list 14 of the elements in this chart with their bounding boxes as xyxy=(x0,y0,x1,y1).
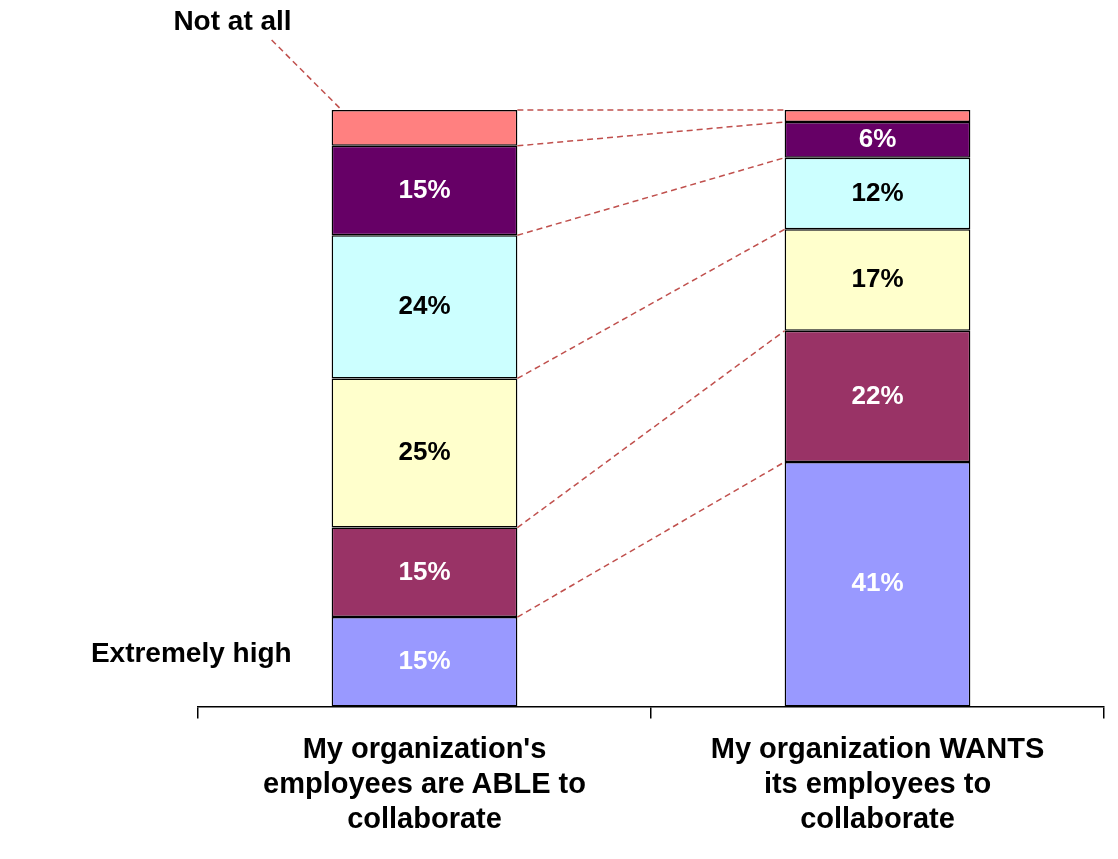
data-label: 6% xyxy=(858,123,897,153)
data-label: 12% xyxy=(851,176,904,207)
data-label: 25% xyxy=(398,436,451,467)
data-label: 17% xyxy=(851,263,904,294)
data-label: 22% xyxy=(851,379,904,410)
data-label: 15% xyxy=(398,645,451,676)
data-label: 24% xyxy=(398,290,451,321)
data-label: 15% xyxy=(398,555,451,586)
x-tick-label: My organization WANTS its employees to collaborate xyxy=(710,732,1045,834)
text: Not at all xyxy=(173,4,292,36)
x-tick-label: My organization's employees are ABLE to collaborate xyxy=(263,732,586,834)
series-label: Extremely high xyxy=(90,636,292,668)
data-label: 41% xyxy=(851,567,904,598)
data-label: 15% xyxy=(398,173,451,204)
